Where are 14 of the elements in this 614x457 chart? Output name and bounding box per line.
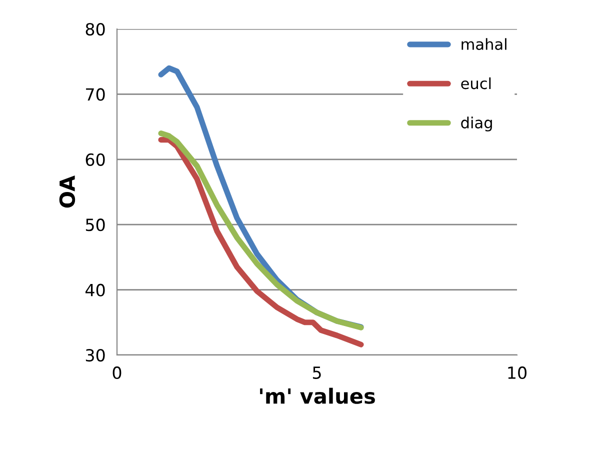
x-tick-label: 0	[112, 366, 122, 380]
legend-label: eucl	[461, 77, 491, 90]
x-tick-label: 5	[312, 366, 321, 380]
y-axis-title: OA	[59, 175, 76, 208]
y-tick-label: 40	[85, 284, 105, 296]
y-tick-label: 70	[86, 88, 105, 101]
x-axis-title: 'm' values	[260, 388, 375, 404]
y-tick-label: 80	[86, 22, 105, 36]
y-tick-label: 30	[86, 348, 105, 362]
y-tick-label: 60	[86, 153, 105, 166]
x-tick-label: 10	[508, 366, 526, 380]
legend-label: diag	[461, 116, 492, 132]
legend-label: mahal	[462, 38, 506, 50]
y-tick-label: 50	[86, 218, 105, 232]
